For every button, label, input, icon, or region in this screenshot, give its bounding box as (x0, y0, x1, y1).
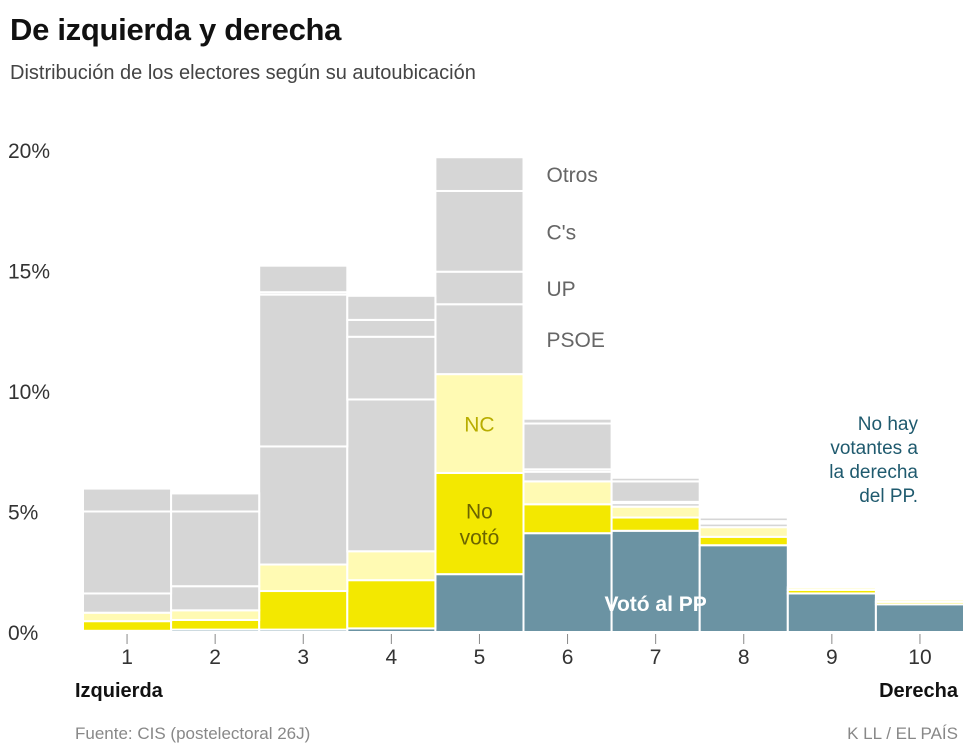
y-tick-label-15: 15% (8, 261, 50, 284)
x-tick-label-9: 9 (826, 646, 838, 669)
bar-nc-9[interactable] (786, 586, 877, 591)
series-label-otros: Otros (547, 164, 598, 187)
bar-otros-5[interactable] (434, 156, 525, 192)
y-tick-label-10: 10% (8, 381, 50, 404)
bar-psoe-3[interactable] (258, 445, 349, 566)
series-label-nc: NC (464, 414, 494, 437)
bar-c-s-5[interactable] (434, 189, 525, 273)
annotation-no-voters-right: No hay votantes a la derecha del PP. (829, 414, 918, 507)
bar-no-vot-6[interactable] (522, 503, 613, 535)
series-label-c-s: C's (547, 221, 577, 244)
source-note: Fuente: CIS (postelectoral 26J) (75, 724, 311, 743)
bar-nc-6[interactable] (522, 480, 613, 506)
bar-nc-4[interactable] (346, 550, 437, 582)
credit-note: K LL / EL PAÍS (847, 724, 958, 743)
y-tick-label-20: 20% (8, 140, 50, 163)
chart-title: De izquierda y derecha (10, 12, 342, 47)
bar-no-vot-5[interactable] (434, 471, 525, 576)
x-tick-label-1: 1 (121, 646, 133, 669)
bar-no-vot-1[interactable] (82, 620, 173, 632)
bar-nc-10[interactable] (874, 598, 966, 603)
series-label-psoe: PSOE (547, 329, 605, 352)
series-label-up: UP (547, 278, 576, 301)
bar-no-vot-4[interactable] (346, 579, 437, 630)
bar-vot-al-pp-8[interactable] (698, 544, 789, 633)
bar-nc-3[interactable] (258, 563, 349, 593)
bar-otros-2[interactable] (170, 492, 261, 513)
chart-subtitle: Distribución de los electores según su a… (10, 62, 476, 84)
bar-nc-1[interactable] (82, 611, 173, 623)
bar-otros-7[interactable] (610, 476, 701, 483)
bar-vot-al-pp-5[interactable] (434, 573, 525, 633)
bar-nc-7[interactable] (610, 505, 701, 519)
x-tick-label-5: 5 (474, 646, 486, 669)
bar-psoe-4[interactable] (346, 398, 437, 553)
bar-up-1[interactable] (82, 510, 173, 595)
x-axis-label-right: Derecha (879, 680, 959, 702)
series-label-voto-al-pp: Votó al PP (605, 593, 707, 616)
x-tick-label-4: 4 (386, 646, 398, 669)
bar-no-vot-8[interactable] (698, 535, 789, 547)
x-axis-label-left: Izquierda (75, 680, 164, 702)
x-tick-label-2: 2 (209, 646, 221, 669)
bar-otros-4[interactable] (346, 294, 437, 321)
x-tick-label-7: 7 (650, 646, 662, 669)
bar-c-s-4[interactable] (346, 318, 437, 338)
x-tick-label-8: 8 (738, 646, 750, 669)
x-tick-label-3: 3 (297, 646, 309, 669)
bar-up-4[interactable] (346, 335, 437, 401)
bar-otros-8[interactable] (698, 516, 789, 523)
bar-vot-al-pp-6[interactable] (522, 532, 613, 633)
bar-c-s-6[interactable] (522, 422, 613, 471)
bar-otros-6[interactable] (522, 417, 613, 425)
bar-c-s-7[interactable] (610, 480, 701, 503)
bar-otros-3[interactable] (258, 264, 349, 294)
bar-up-5[interactable] (434, 270, 525, 306)
bar-vot-al-pp-7[interactable] (610, 529, 701, 634)
bar-up-2[interactable] (170, 510, 261, 588)
bar-psoe-5[interactable] (434, 303, 525, 376)
bar-up-3[interactable] (258, 293, 349, 448)
bar-no-vot-3[interactable] (258, 590, 349, 631)
series-label-no-voto: No votó (460, 501, 500, 550)
x-tick-label-10: 10 (908, 646, 931, 669)
y-tick-label-5: 5% (8, 502, 38, 525)
bar-psoe-1[interactable] (82, 592, 173, 614)
bar-vot-al-pp-10[interactable] (874, 603, 966, 633)
bar-psoe-6[interactable] (522, 470, 613, 483)
x-tick-label-6: 6 (562, 646, 574, 669)
bar-no-vot-7[interactable] (610, 516, 701, 532)
y-tick-label-0: 0% (8, 622, 38, 645)
bar-nc-2[interactable] (170, 609, 261, 621)
bar-vot-al-pp-9[interactable] (786, 592, 877, 634)
bar-psoe-2[interactable] (170, 585, 261, 612)
bar-no-vot-2[interactable] (170, 618, 261, 631)
bar-nc-8[interactable] (698, 526, 789, 538)
bar-otros-1[interactable] (82, 487, 173, 513)
